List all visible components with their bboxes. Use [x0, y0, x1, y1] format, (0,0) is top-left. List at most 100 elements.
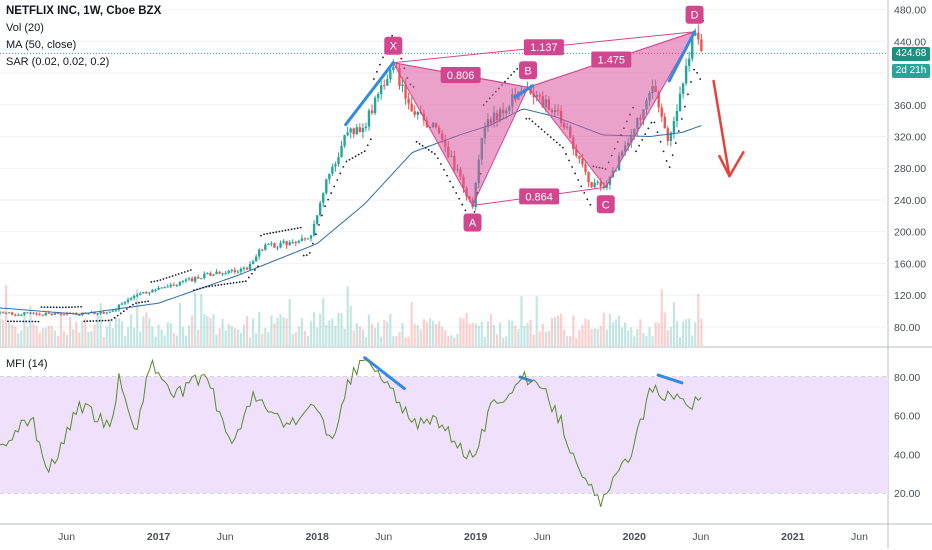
volume-bar	[569, 335, 572, 346]
volume-bar	[346, 286, 349, 346]
volume-bar	[227, 324, 230, 346]
candle-body	[1, 312, 5, 314]
volume-bar	[675, 321, 679, 346]
volume-bar	[401, 322, 404, 346]
sar-dot	[205, 285, 208, 288]
candle-body	[44, 312, 47, 316]
candle-body	[190, 278, 194, 282]
candle-body	[20, 314, 23, 316]
sar-dot	[513, 70, 516, 73]
sar-dot	[656, 131, 659, 134]
volume-bar	[309, 321, 313, 346]
sar-dot	[129, 305, 131, 308]
volume-bar	[154, 336, 157, 346]
volume-bar	[691, 335, 694, 346]
volume-bar	[627, 330, 630, 346]
volume-bar	[297, 326, 300, 346]
candle-body	[129, 297, 133, 300]
volume-bar	[328, 320, 331, 346]
volume-bar	[23, 313, 26, 346]
sar-dot	[363, 150, 366, 153]
volume-bar	[352, 330, 355, 346]
volume-bar	[239, 332, 243, 346]
sar-dot	[263, 233, 265, 236]
mfi-trend-line	[363, 356, 406, 391]
volume-bar	[541, 324, 544, 346]
pattern-triangle	[392, 62, 529, 207]
candle-body	[23, 312, 26, 315]
candle-body	[10, 312, 14, 315]
volume-bar	[337, 312, 340, 346]
candle-body	[99, 312, 102, 314]
last-price-tag: 424.68	[892, 47, 930, 61]
pattern-point-marker	[519, 61, 538, 80]
candle-body	[132, 295, 136, 298]
candle-body	[35, 313, 38, 315]
sar-dot	[58, 306, 61, 309]
sar-dot	[208, 285, 211, 288]
sar-dot	[232, 282, 235, 284]
volume-bar	[14, 326, 17, 346]
volume-bar	[117, 318, 121, 346]
volume-bar	[130, 314, 133, 346]
sar-dot	[214, 284, 217, 287]
mfi-line	[0, 358, 702, 507]
candle-body	[53, 312, 57, 315]
down-arrow-shaft	[712, 79, 731, 178]
volume-bar	[492, 324, 496, 346]
candle-body	[209, 273, 212, 276]
candle-body	[47, 312, 50, 314]
sar-dot	[345, 160, 348, 163]
sar-dot	[458, 197, 461, 200]
volume-bar	[377, 322, 380, 346]
mfi-tick-label: 80.00	[894, 372, 920, 384]
sar-dot	[95, 319, 98, 322]
candle-body	[581, 158, 584, 165]
volume-bar	[255, 333, 258, 346]
volume-bar	[105, 326, 108, 346]
volume-bar	[617, 315, 621, 346]
volume-bar	[334, 325, 337, 346]
sar-dot	[144, 300, 147, 303]
volume-bar	[599, 325, 602, 346]
volume-bar	[181, 327, 185, 346]
candle-body	[596, 181, 599, 183]
candle-body	[392, 66, 395, 71]
sar-dot	[391, 34, 394, 37]
volume-bar	[4, 285, 8, 346]
price-tick-label: 160.00	[894, 258, 926, 270]
chart-title: NETFLIX INC, 1W, Cboe BZX	[6, 5, 162, 17]
candle-body	[413, 111, 416, 115]
sar-dot	[86, 320, 89, 323]
volume-bar	[236, 329, 239, 346]
sar-dot	[266, 232, 269, 235]
candle-body	[7, 312, 11, 314]
time-tick-label: 2020	[623, 531, 647, 543]
sar-dot	[430, 151, 433, 153]
volume-bar	[276, 317, 279, 346]
candle-body	[145, 292, 148, 294]
price-tick-label: 120.00	[894, 290, 926, 302]
candle-body	[17, 314, 20, 316]
sar-dot	[150, 281, 153, 283]
volume-bar	[248, 337, 252, 346]
legend-mfi: MFI (14)	[6, 358, 48, 370]
sar-dot	[699, 78, 702, 80]
sar-dot	[433, 153, 436, 155]
candle-body	[587, 171, 590, 183]
sar-dot	[537, 125, 540, 128]
volume-bar	[672, 302, 676, 346]
candle-body	[669, 132, 673, 142]
sar-dot	[546, 133, 549, 136]
volume-bar	[407, 336, 410, 346]
volume-bar	[654, 322, 657, 346]
candle-body	[657, 91, 660, 108]
sar-dot	[293, 227, 296, 230]
volume-bar	[614, 319, 618, 346]
volume-bar	[428, 318, 432, 346]
volume-bar	[688, 318, 691, 346]
volume-bar	[261, 333, 264, 346]
volume-bar	[581, 324, 584, 346]
volume-bar	[553, 316, 557, 346]
